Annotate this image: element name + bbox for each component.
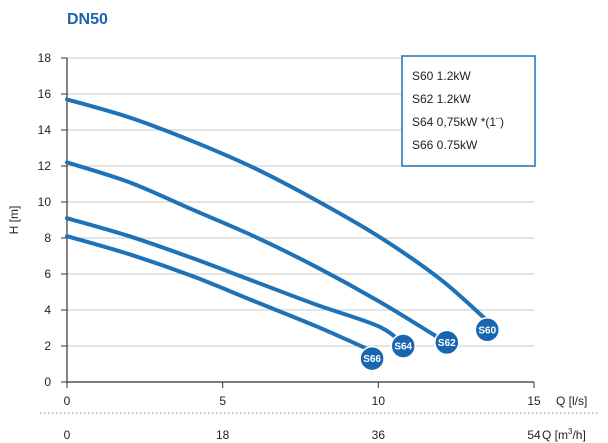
x2-tick-label-36: 36 [372, 428, 386, 442]
series-line-s66 [65, 234, 371, 352]
y-tick-label-4: 4 [44, 303, 51, 317]
legend-entry-3: S66 0.75kW [412, 138, 478, 152]
legend-entry-2: S64 0,75kW *(1¨) [412, 115, 504, 129]
series-line-s62 [65, 160, 440, 339]
y-tick-label-16: 16 [38, 87, 52, 101]
series-badge-label-s60: S60 [478, 325, 496, 336]
series-line-s60 [65, 97, 490, 323]
legend-box [401, 55, 536, 167]
series-badge-label-s66: S66 [363, 354, 381, 365]
x2-axis-title: Q [m3/h] [542, 427, 586, 442]
y-tick-label-10: 10 [38, 195, 52, 209]
y-axis-title: H [m] [7, 206, 21, 235]
y-tick-label-0: 0 [44, 375, 51, 389]
legend-entry-1: S62 1.2kW [412, 92, 471, 106]
x-tick-label-5: 5 [219, 394, 226, 408]
series-badge-s62 [434, 329, 460, 356]
series-badge-label-s62: S62 [438, 338, 456, 349]
x2-tick-label-0: 0 [64, 428, 71, 442]
series-line-s64 [65, 216, 406, 347]
y-tick-label-12: 12 [38, 159, 52, 173]
series-badge-s66 [359, 345, 385, 372]
series-badge-s64 [390, 333, 416, 359]
y-tick-label-2: 2 [44, 339, 51, 353]
chart-title: DN50 [67, 11, 108, 28]
series-badge-s60 [474, 317, 501, 343]
series-badge-label-s64: S64 [394, 342, 412, 353]
x2-tick-label-54: 54 [527, 428, 541, 442]
y-tick-label-8: 8 [44, 231, 51, 245]
y-tick-label-18: 18 [38, 51, 52, 65]
x-tick-label-15: 15 [527, 394, 541, 408]
y-tick-label-14: 14 [38, 123, 52, 137]
y-tick-label-6: 6 [44, 267, 51, 281]
x-axis-title: Q [l/s] [556, 394, 587, 408]
x2-tick-label-18: 18 [216, 428, 230, 442]
x-tick-label-10: 10 [372, 394, 386, 408]
x-tick-label-0: 0 [64, 394, 71, 408]
legend-entry-0: S60 1.2kW [412, 69, 471, 83]
